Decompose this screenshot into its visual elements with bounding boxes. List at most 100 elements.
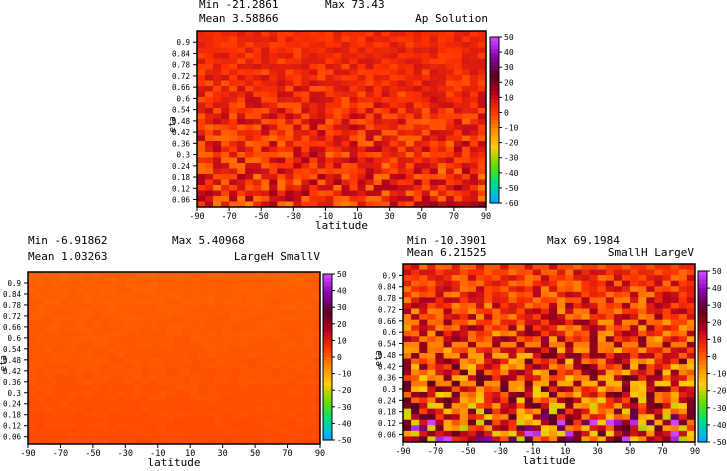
y-tick-label: 0.66 xyxy=(172,83,191,92)
heatmap-cell xyxy=(373,179,383,186)
heatmap-cell xyxy=(198,384,207,391)
colorbar-segment xyxy=(698,360,707,366)
heatmap-cell xyxy=(427,275,436,282)
heatmap-cell xyxy=(357,190,367,197)
heatmap-cell xyxy=(325,135,334,142)
heatmap-cell xyxy=(230,347,240,354)
heatmap-cell xyxy=(92,325,102,332)
heatmap-cell xyxy=(255,341,264,348)
heatmap-cell xyxy=(214,331,224,338)
heatmap-cell xyxy=(581,403,591,410)
heatmap-cell xyxy=(421,135,431,142)
heatmap-cell xyxy=(117,341,126,348)
heatmap-cell xyxy=(109,422,118,429)
heatmap-cell xyxy=(247,336,256,343)
heatmap-cell xyxy=(174,411,183,418)
heatmap-cell xyxy=(52,304,61,311)
heatmap-cell xyxy=(461,36,471,43)
heatmap-cell xyxy=(238,309,248,316)
heatmap-cell xyxy=(229,53,238,59)
heatmap-cell xyxy=(295,315,305,321)
heatmap-cell xyxy=(206,384,216,391)
heatmap-cell xyxy=(174,341,183,348)
heatmap-cell xyxy=(213,69,222,76)
heatmap-cell xyxy=(277,185,286,191)
heatmap-cell xyxy=(245,42,254,48)
heatmap-cell xyxy=(389,80,399,87)
heatmap-cell xyxy=(403,297,412,304)
heatmap-cell xyxy=(389,86,399,92)
heatmap-cell xyxy=(333,69,342,76)
heatmap-cell xyxy=(397,185,407,191)
heatmap-cell xyxy=(492,380,501,387)
heatmap-cell xyxy=(373,119,383,125)
x-tick-label: -70 xyxy=(53,449,68,459)
heatmap-cell xyxy=(373,80,383,87)
heatmap-cell xyxy=(508,308,518,315)
heatmap-cell xyxy=(214,320,224,327)
heatmap-cell xyxy=(429,124,439,131)
heatmap-cell xyxy=(508,408,518,415)
colorbar-tick-label: 0 xyxy=(504,108,509,117)
heatmap-cell xyxy=(565,264,574,271)
heatmap-cell xyxy=(28,401,37,407)
heatmap-cell xyxy=(453,69,463,76)
heatmap-cell xyxy=(646,419,655,426)
heatmap-cell xyxy=(397,75,407,81)
heatmap-cell xyxy=(427,408,436,415)
heatmap-cell xyxy=(605,302,615,309)
heatmap-cell xyxy=(109,304,118,311)
heatmap-cell xyxy=(405,64,415,70)
heatmap-cell xyxy=(419,419,428,426)
heatmap-cell xyxy=(285,163,294,169)
heatmap-cell xyxy=(630,291,639,298)
heatmap-cell xyxy=(271,315,280,321)
heatmap-cell xyxy=(149,315,159,321)
heatmap-cell xyxy=(477,75,487,81)
heatmap-cell xyxy=(182,304,191,311)
heatmap-cell xyxy=(76,417,86,424)
heatmap-cell xyxy=(255,384,264,391)
heatmap-cell xyxy=(261,80,270,87)
heatmap-cell xyxy=(413,119,423,125)
heatmap-cell xyxy=(238,320,248,327)
heatmap-cell xyxy=(686,386,696,393)
heatmap-cell xyxy=(459,353,469,360)
heatmap-cell xyxy=(125,282,134,289)
heatmap-cell xyxy=(222,336,232,343)
heatmap-cell xyxy=(435,297,445,304)
heatmap-cell xyxy=(28,384,37,391)
heatmap-cell xyxy=(221,201,230,208)
heatmap-cell xyxy=(451,291,461,298)
heatmap-cell xyxy=(36,325,45,332)
heatmap-cell xyxy=(197,157,206,164)
heatmap-cell xyxy=(686,414,696,421)
heatmap-cell xyxy=(68,368,78,375)
colorbar-segment xyxy=(698,390,707,396)
heatmap-cell xyxy=(403,403,412,410)
heatmap-cell xyxy=(484,436,493,443)
heatmap-cell xyxy=(435,369,445,376)
heatmap-cell xyxy=(311,336,321,343)
x-tick-label: -50 xyxy=(460,447,475,457)
colorbar-segment xyxy=(698,326,707,332)
heatmap-cell xyxy=(565,391,574,398)
heatmap-cell xyxy=(638,325,647,332)
heatmap-cell xyxy=(573,269,582,276)
heatmap-cell xyxy=(670,275,680,282)
colorbar-segment xyxy=(323,377,332,383)
heatmap-cell xyxy=(397,97,407,103)
heatmap-cell xyxy=(157,309,167,316)
heatmap-cell xyxy=(44,417,53,424)
heatmap-cell xyxy=(277,168,286,175)
heatmap-cell xyxy=(484,302,493,309)
heatmap-cell xyxy=(516,319,526,326)
heatmap-cell xyxy=(301,58,310,65)
heatmap-cell xyxy=(277,75,286,81)
heatmap-cell xyxy=(654,325,664,332)
heatmap-cell xyxy=(451,408,461,415)
heatmap-cell xyxy=(573,291,582,298)
y-tick-label: 0.48 xyxy=(3,356,22,365)
heatmap-cell xyxy=(476,430,485,437)
heatmap-cell xyxy=(229,113,238,120)
